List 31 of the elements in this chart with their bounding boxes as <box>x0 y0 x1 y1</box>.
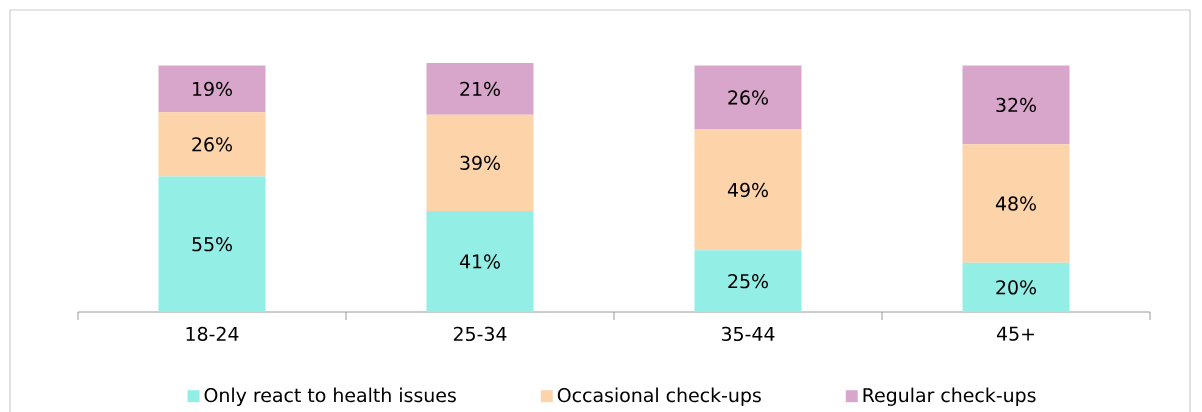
bar <box>694 129 802 251</box>
legend-label: Occasional check-ups <box>557 387 761 406</box>
bar <box>962 144 1070 263</box>
legend-label: Only react to health issues <box>204 387 456 406</box>
bar <box>158 112 266 177</box>
data-label: 26% <box>192 137 232 152</box>
data-label: 19% <box>193 81 232 97</box>
x-tick-label: 18-24 <box>186 326 239 342</box>
bar <box>962 262 1070 312</box>
data-label: 25% <box>728 274 768 289</box>
bar <box>694 65 802 130</box>
data-label: 21% <box>460 81 500 97</box>
data-label: 49% <box>727 182 768 198</box>
bar <box>962 65 1070 145</box>
data-label: 20% <box>996 280 1036 295</box>
data-label: 55% <box>192 237 232 252</box>
data-label: 41% <box>459 254 500 269</box>
x-tick-label: 25-34 <box>453 326 507 342</box>
data-label: 48% <box>995 196 1036 211</box>
bar <box>426 114 534 211</box>
data-label: 39% <box>460 155 500 171</box>
bar <box>426 63 534 115</box>
data-label: 26% <box>728 90 768 105</box>
x-tick-label: 35-44 <box>721 326 775 342</box>
bar <box>426 210 534 312</box>
x-tick-label: 45+ <box>996 326 1034 341</box>
bar <box>158 176 266 312</box>
data-label: 32% <box>996 97 1036 113</box>
legend-label: Regular check-ups <box>863 387 1036 406</box>
bar <box>694 250 802 312</box>
bar <box>158 65 266 113</box>
